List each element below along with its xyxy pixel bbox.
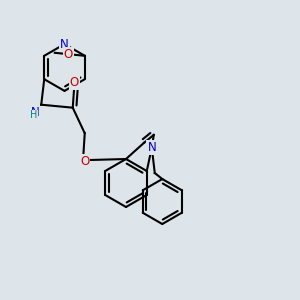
Text: O: O [70, 76, 79, 89]
Text: N: N [31, 106, 40, 119]
Text: N: N [60, 38, 69, 51]
Text: H: H [30, 110, 38, 120]
Text: O: O [80, 155, 89, 168]
Text: N: N [147, 141, 156, 154]
Text: O: O [64, 48, 73, 61]
